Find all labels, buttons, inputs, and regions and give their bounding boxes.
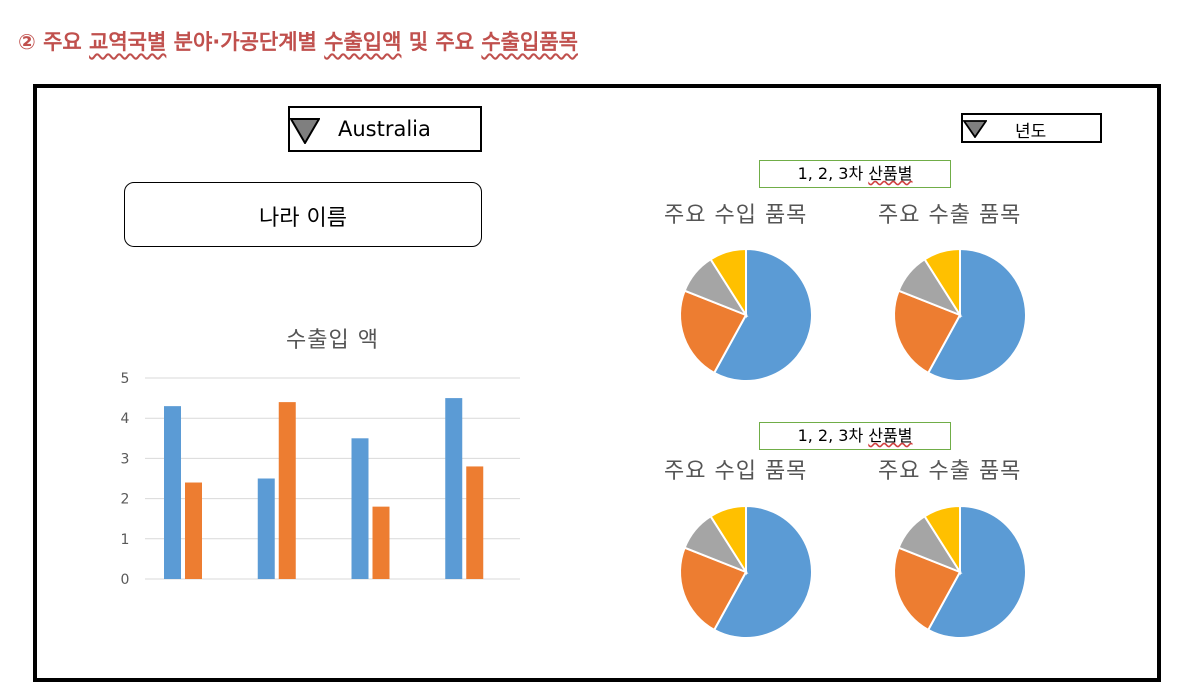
heading-word-7: 수출입품목 [481, 30, 578, 54]
pie-slice [679, 289, 748, 375]
heading-word-4: 수출입액 [324, 30, 402, 54]
bar-series1 [445, 398, 463, 579]
category-label-prefix: 1, 2, 3차 [797, 164, 869, 183]
triangle-down-icon [963, 120, 987, 138]
pie-slice [679, 546, 748, 632]
pie-slice [709, 247, 747, 319]
category-label-top: 1, 2, 3차 산품별 [759, 160, 951, 188]
pie-slice [893, 289, 962, 375]
pie-title-import-bottom: 주요 수입 품목 [664, 459, 808, 484]
bar-series2 [372, 506, 390, 579]
pie-title-export-bottom: 주요 수출 품목 [878, 459, 1022, 484]
category-label-prefix: 1, 2, 3차 [797, 426, 869, 445]
bar-series2 [185, 482, 202, 579]
bar-series1 [164, 406, 181, 579]
category-label-suffix: 산품별 [868, 164, 913, 183]
year-dropdown[interactable]: 년도 [961, 113, 1102, 143]
year-dropdown-value: 년도 [1015, 122, 1047, 142]
y-tick-label: 5 [121, 371, 130, 387]
pie-title-export-top: 주요 수출 품목 [878, 203, 1022, 228]
pie-slice [923, 504, 961, 576]
country-dropdown-value: Australia [338, 117, 431, 141]
bar-chart-title: 수출입 액 [286, 328, 379, 353]
category-label-bottom: 1, 2, 3차 산품별 [759, 422, 951, 450]
pie-slice [709, 504, 747, 576]
pie-slice [926, 504, 1027, 639]
y-tick-label: 3 [121, 451, 130, 467]
heading-word-2: 교역국별 [89, 30, 167, 54]
heading-word-1: 주요 [43, 30, 82, 54]
y-tick-label: 0 [121, 572, 130, 588]
bar-series1 [351, 438, 369, 579]
y-tick-label: 1 [121, 532, 130, 548]
pie-slice [923, 247, 961, 319]
heading-word-6: 주요 [435, 30, 475, 54]
y-tick-label: 4 [121, 411, 130, 427]
heading-number: ② [18, 30, 36, 54]
triangle-down-icon [290, 118, 320, 144]
country-dropdown[interactable]: Australia [288, 106, 482, 152]
category-label-suffix: 산품별 [868, 426, 913, 445]
pie-slice [893, 546, 962, 632]
pie-slice [926, 247, 1027, 382]
country-name-box: 나라 이름 [124, 182, 482, 247]
heading-word-3: 분야·가공단계별 [173, 30, 317, 54]
bar-series1 [257, 478, 275, 579]
bar-series2 [278, 402, 296, 579]
bar-series2 [466, 466, 484, 579]
y-tick-label: 2 [121, 492, 130, 508]
pie-slice [712, 247, 813, 382]
section-heading: ② 주요 교역국별 분야·가공단계별 수출입액 및 주요 수출입품목 [18, 26, 578, 56]
heading-word-5: 및 [408, 30, 429, 54]
country-name-label: 나라 이름 [259, 206, 347, 231]
pie-title-import-top: 주요 수입 품목 [664, 203, 808, 228]
pie-slice [712, 504, 813, 639]
